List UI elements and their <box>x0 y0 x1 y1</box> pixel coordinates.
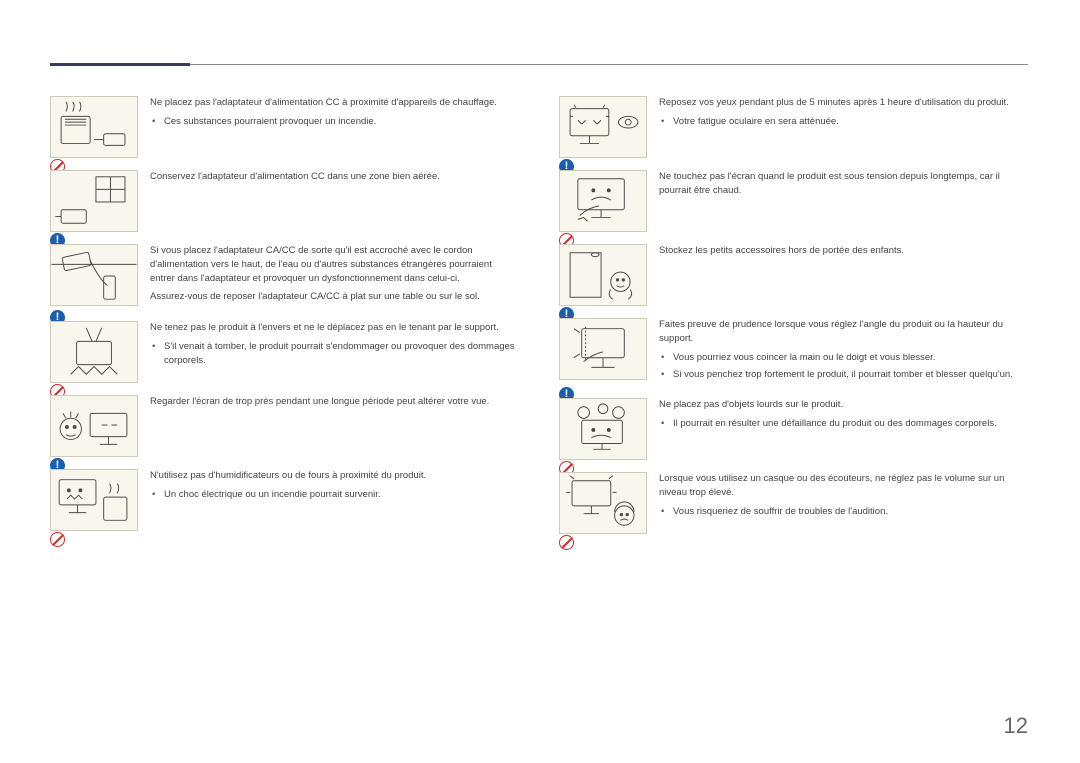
left-column: Ne placez pas l'adaptateur d'alimentatio… <box>50 96 519 546</box>
eye-rest-icon <box>559 96 647 158</box>
illustration-box <box>50 395 138 457</box>
bullet-text: Il pourrait en résulter une défaillance … <box>673 417 1028 431</box>
safety-text: Conservez l'adaptateur d'alimentation CC… <box>150 170 519 232</box>
main-text: N'utilisez pas d'humidificateurs ou de f… <box>150 469 519 483</box>
content-columns: Ne placez pas l'adaptateur d'alimentatio… <box>50 96 1028 546</box>
main-text: Lorsque vous utilisez un casque ou des é… <box>659 472 1028 500</box>
illustration-box <box>559 398 647 460</box>
bullet-text: Vous pourriez vous coincer la main ou le… <box>673 351 1028 365</box>
safety-text: Stockez les petits accessoires hors de p… <box>659 244 1028 306</box>
safety-item: Ne placez pas d'objets lourds sur le pro… <box>559 398 1028 460</box>
bullet-text: Ces substances pourraient provoquer un i… <box>164 115 519 129</box>
safety-item: N'utilisez pas d'humidificateurs ou de f… <box>50 469 519 531</box>
bullet-text: Un choc électrique ou un incendie pourra… <box>164 488 519 502</box>
main-text: Ne placez pas d'objets lourds sur le pro… <box>659 398 1028 412</box>
ventilation-adapter-icon <box>50 170 138 232</box>
safety-text: Ne tenez pas le produit à l'envers et ne… <box>150 321 519 383</box>
heavy-object-monitor-icon <box>559 398 647 460</box>
illustration-box <box>50 469 138 531</box>
adapter-flat-icon <box>50 244 138 306</box>
safety-item: Lorsque vous utilisez un casque ou des é… <box>559 472 1028 534</box>
main-text: Regarder l'écran de trop près pendant un… <box>150 395 519 409</box>
right-column: Reposez vos yeux pendant plus de 5 minut… <box>559 96 1028 546</box>
main-text: Faites preuve de prudence lorsque vous r… <box>659 318 1028 346</box>
eye-strain-icon <box>50 395 138 457</box>
main-text: Stockez les petits accessoires hors de p… <box>659 244 1028 258</box>
safety-text: Ne placez pas l'adaptateur d'alimentatio… <box>150 96 519 158</box>
safety-item: Reposez vos yeux pendant plus de 5 minut… <box>559 96 1028 158</box>
safety-item: Ne tenez pas le produit à l'envers et ne… <box>50 321 519 383</box>
prohibit-badge-icon <box>50 532 65 547</box>
header-accent-bar <box>50 63 190 66</box>
illustration-box <box>559 472 647 534</box>
illustration-box <box>50 244 138 309</box>
illustration-box <box>559 170 647 232</box>
tilt-adjust-icon <box>559 318 647 380</box>
illustration-box <box>50 170 138 232</box>
safety-item: Regarder l'écran de trop près pendant un… <box>50 395 519 457</box>
child-accessories-icon <box>559 244 647 306</box>
safety-item: Conservez l'adaptateur d'alimentation CC… <box>50 170 519 232</box>
safety-text: Reposez vos yeux pendant plus de 5 minut… <box>659 96 1028 158</box>
header-rule <box>50 64 1028 65</box>
bullet-text: Si vous penchez trop fortement le produi… <box>673 368 1028 382</box>
main-text: Reposez vos yeux pendant plus de 5 minut… <box>659 96 1028 110</box>
illustration-box <box>559 318 647 386</box>
bullet-text: Votre fatigue oculaire en sera atténuée. <box>673 115 1028 129</box>
illustration-box <box>559 244 647 306</box>
main-text: Assurez-vous de reposer l'adaptateur CA/… <box>150 290 519 304</box>
safety-text: N'utilisez pas d'humidificateurs ou de f… <box>150 469 519 531</box>
main-text: Ne placez pas l'adaptateur d'alimentatio… <box>150 96 519 110</box>
safety-text: Lorsque vous utilisez un casque ou des é… <box>659 472 1028 534</box>
safety-text: Ne placez pas d'objets lourds sur le pro… <box>659 398 1028 460</box>
humidifier-monitor-icon <box>50 469 138 531</box>
bullet-text: S'il venait à tomber, le produit pourrai… <box>164 340 519 368</box>
safety-item: Stockez les petits accessoires hors de p… <box>559 244 1028 306</box>
hot-screen-touch-icon <box>559 170 647 232</box>
safety-text: Ne touchez pas l'écran quand le produit … <box>659 170 1028 232</box>
illustration-box <box>50 321 138 383</box>
main-text: Ne tenez pas le produit à l'envers et ne… <box>150 321 519 335</box>
safety-text: Faites preuve de prudence lorsque vous r… <box>659 318 1028 386</box>
illustration-box <box>50 96 138 158</box>
main-text: Si vous placez l'adaptateur CA/CC de sor… <box>150 244 519 285</box>
main-text: Conservez l'adaptateur d'alimentation CC… <box>150 170 519 184</box>
safety-text: Si vous placez l'adaptateur CA/CC de sor… <box>150 244 519 309</box>
heater-adapter-icon <box>50 96 138 158</box>
safety-item: Ne placez pas l'adaptateur d'alimentatio… <box>50 96 519 158</box>
safety-item: Ne touchez pas l'écran quand le produit … <box>559 170 1028 232</box>
prohibit-badge-icon <box>559 535 574 550</box>
headphone-volume-icon <box>559 472 647 534</box>
bullet-text: Vous risqueriez de souffrir de troubles … <box>673 505 1028 519</box>
safety-item: Faites preuve de prudence lorsque vous r… <box>559 318 1028 386</box>
main-text: Ne touchez pas l'écran quand le produit … <box>659 170 1028 198</box>
upside-down-monitor-icon <box>50 321 138 383</box>
page-number: 12 <box>1004 713 1028 739</box>
safety-text: Regarder l'écran de trop près pendant un… <box>150 395 519 457</box>
safety-item: Si vous placez l'adaptateur CA/CC de sor… <box>50 244 519 309</box>
illustration-box <box>559 96 647 158</box>
